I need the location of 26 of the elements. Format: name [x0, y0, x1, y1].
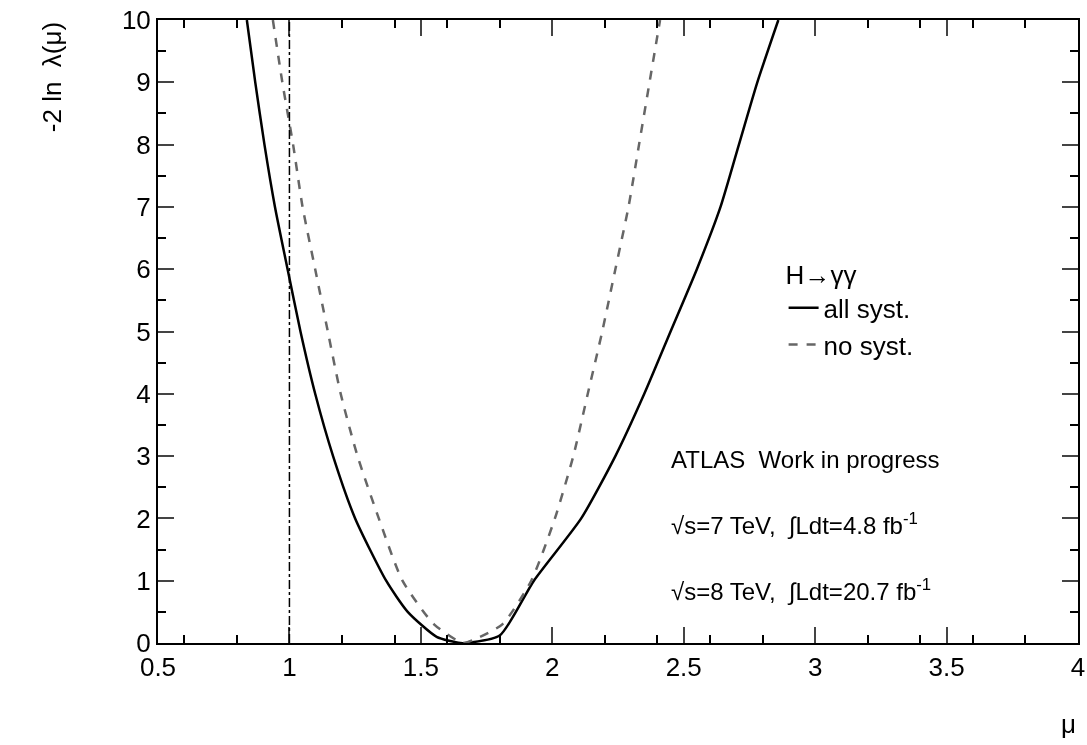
y-tick-label: 5: [136, 316, 151, 347]
y-tick-label: 8: [136, 129, 151, 160]
y-tick-label: 2: [136, 503, 151, 534]
x-tick-label: 3.5: [928, 652, 965, 683]
y-tick-label: 9: [136, 67, 151, 98]
x-tick-label: 4: [1070, 652, 1086, 683]
annotation: √s=8 TeV, ∫Ldt=20.7 fb$^{-1}$: [671, 575, 932, 607]
x-tick-label: 1: [282, 652, 297, 683]
annotation: ATLAS Work in progress: [671, 446, 940, 473]
y-tick-label: 10: [121, 5, 151, 36]
legend-title: H→γγ: [785, 260, 857, 291]
x-tick-label: 1.5: [402, 652, 439, 683]
legend-label: no syst.: [823, 330, 914, 361]
legend-label: all syst.: [823, 293, 911, 324]
x-tick-label: 2: [545, 652, 560, 683]
y-axis-title: -2 ln λ(μ): [37, 21, 68, 133]
line-series: [271, 20, 662, 643]
y-tick-label: 6: [136, 254, 151, 285]
x-axis-title: μ: [1061, 709, 1076, 739]
x-tick-label: 3: [807, 652, 823, 683]
y-tick-label: 1: [136, 565, 151, 596]
y-tick-label: 3: [136, 441, 151, 472]
x-tick-label: 2.5: [665, 652, 702, 683]
annotation: √s=7 TeV, ∫Ldt=4.8 fb$^{-1}$: [671, 509, 918, 541]
y-tick-label: 7: [136, 192, 151, 222]
y-tick-label: 4: [136, 378, 151, 409]
